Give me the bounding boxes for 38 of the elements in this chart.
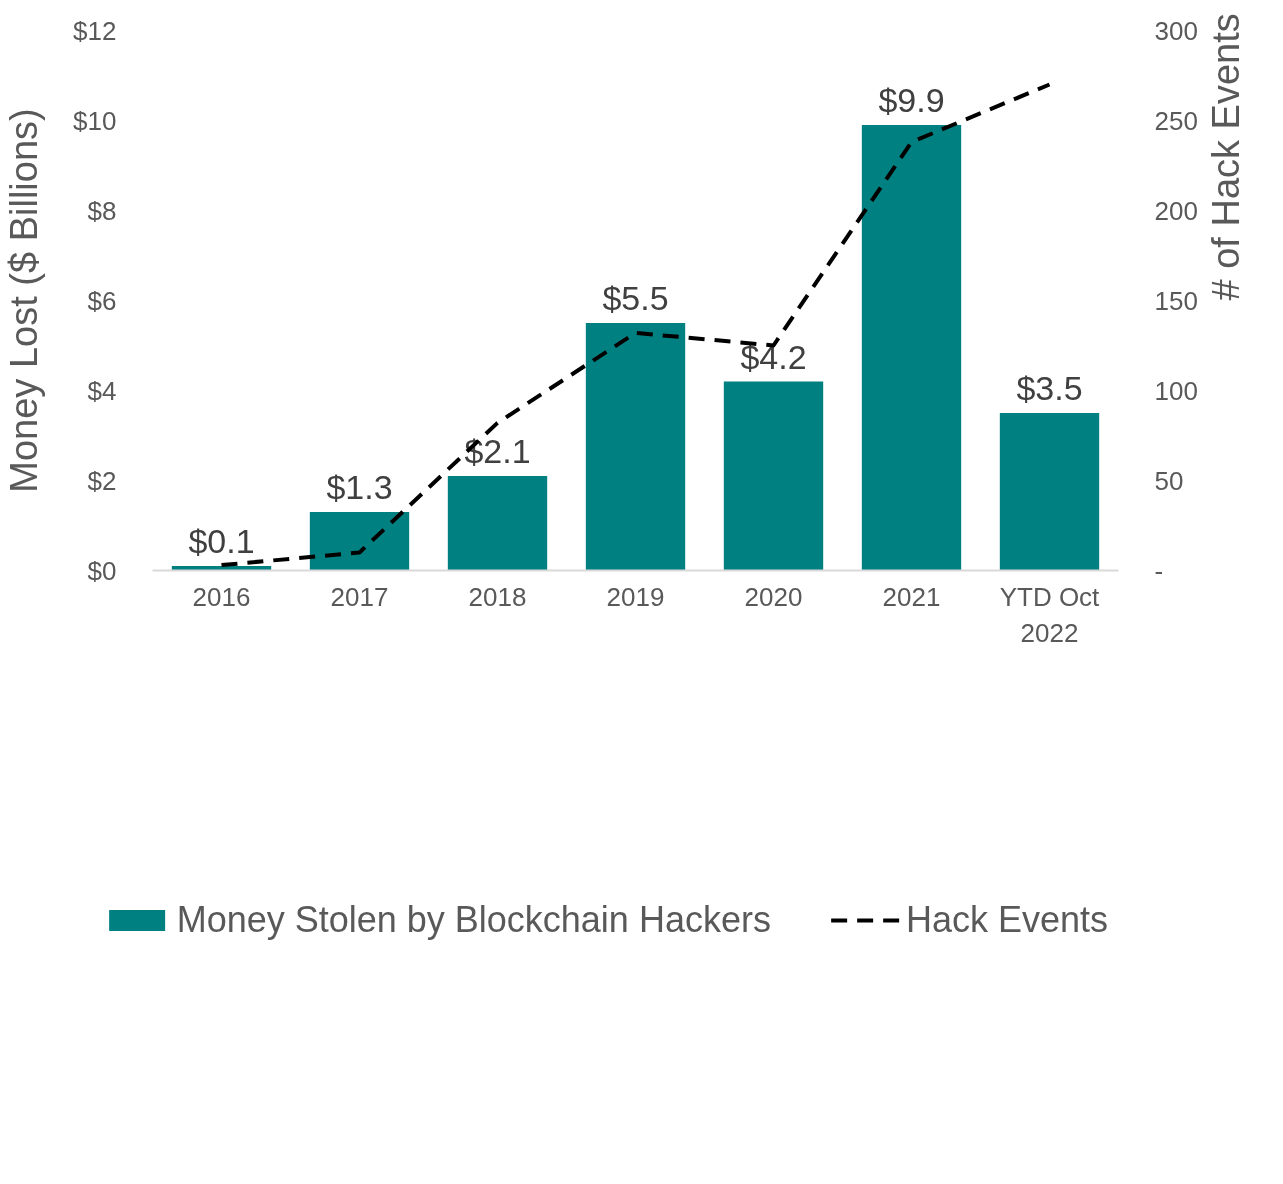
y-axis-title: Money Lost ($ Billions) — [3, 108, 46, 493]
y2-tick-label: 100 — [1154, 375, 1198, 406]
bar — [585, 323, 686, 571]
data-label: $0.1 — [188, 522, 255, 560]
y-tick-label: $6 — [87, 285, 117, 316]
y-tick-label: $0 — [87, 555, 117, 586]
x-tick-label: 2019 — [606, 581, 665, 612]
x-tick-label: 2017 — [330, 581, 389, 612]
y2-tick-label: 250 — [1154, 105, 1198, 136]
data-label: $2.1 — [464, 432, 531, 470]
bar — [999, 413, 1100, 571]
y2-tick-label: 150 — [1154, 285, 1198, 316]
data-label: $5.5 — [602, 279, 669, 317]
x-tick-label: 2020 — [744, 581, 803, 612]
x-tick-label: 2018 — [468, 581, 527, 612]
data-label: $3.5 — [1016, 369, 1083, 407]
y-tick-label: $2 — [87, 465, 117, 496]
y2-tick-label: 200 — [1154, 195, 1198, 226]
y-tick-label: $12 — [73, 15, 117, 46]
legend-label: Money Stolen by Blockchain Hackers — [176, 899, 771, 941]
y-tick-label: $4 — [87, 375, 117, 406]
bar — [861, 125, 962, 571]
y2-axis-title: # of Hack Events — [1204, 13, 1247, 301]
x-tick-label: YTD Oct 2022 — [999, 581, 1101, 648]
data-label: $9.9 — [878, 81, 945, 119]
data-label: $4.2 — [740, 337, 807, 376]
y-tick-label: $8 — [87, 195, 117, 226]
bar — [309, 512, 410, 571]
legend-label: Hack Events — [905, 899, 1108, 941]
bar — [447, 476, 548, 571]
data-label: $1.3 — [326, 468, 393, 506]
y-tick-label: $10 — [73, 105, 117, 136]
y2-tick-label: 300 — [1154, 15, 1198, 46]
y2-tick-label: - — [1154, 555, 1164, 586]
x-tick-label: 2016 — [192, 581, 251, 612]
x-tick-label: 2021 — [882, 581, 941, 612]
y2-tick-label: 50 — [1154, 465, 1184, 496]
bar — [723, 381, 824, 571]
